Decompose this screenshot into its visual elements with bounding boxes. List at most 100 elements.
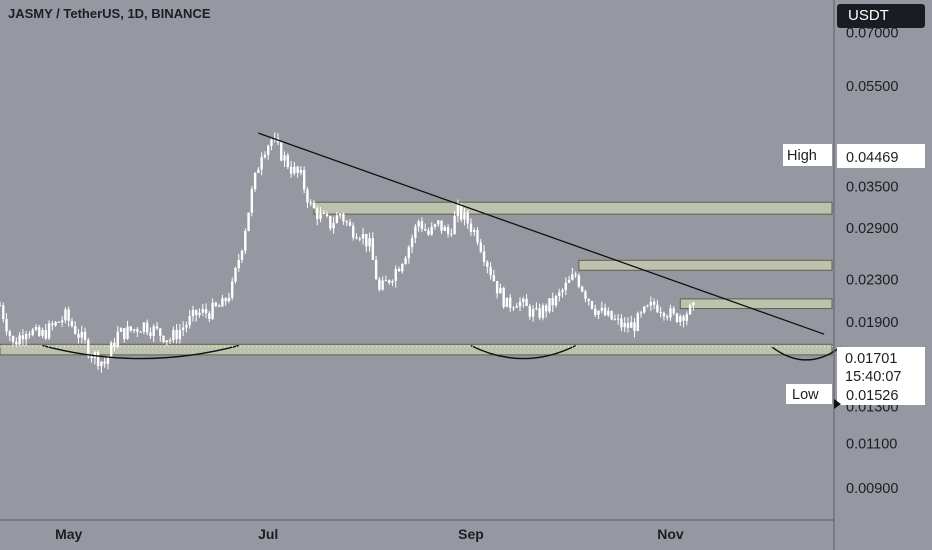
low-value-box xyxy=(837,385,925,405)
currency-selector-button[interactable]: USDT xyxy=(837,4,925,28)
candle-body xyxy=(492,275,496,282)
candle-body xyxy=(90,356,93,359)
candle-body xyxy=(505,297,509,308)
candle-body xyxy=(453,216,456,235)
candle-body xyxy=(51,323,54,326)
candle-body xyxy=(87,340,90,357)
candle-body xyxy=(234,268,237,282)
candle-body xyxy=(77,333,80,338)
candle-body xyxy=(185,325,188,328)
price-tick-label: 0.02900 xyxy=(846,221,898,237)
candle-body xyxy=(630,322,633,328)
candle-body xyxy=(423,229,427,231)
time-tick-label: Nov xyxy=(657,526,684,542)
high-value: 0.04469 xyxy=(846,150,898,166)
price-tick-label: 0.05500 xyxy=(846,79,898,95)
candle-body xyxy=(8,331,12,336)
candle-body xyxy=(240,250,244,260)
candle-body xyxy=(116,331,119,347)
candle-body xyxy=(247,212,250,231)
support-resistance-zones xyxy=(0,201,833,356)
candle-body xyxy=(15,341,18,345)
candle-body xyxy=(57,321,61,323)
candle-body xyxy=(662,312,666,317)
candle-body xyxy=(306,189,309,203)
price-tick-label: 0.02300 xyxy=(846,273,898,289)
candle-body xyxy=(466,212,469,224)
candle-body xyxy=(649,301,653,306)
candle-body xyxy=(106,356,110,364)
candle-body xyxy=(672,308,675,314)
candle-body xyxy=(587,298,590,302)
candle-body xyxy=(47,323,51,339)
candle-body xyxy=(594,308,597,315)
chart-title: JASMY / TetherUS, 1D, BINANCE xyxy=(8,6,211,21)
candle-body xyxy=(509,297,512,308)
candle-body xyxy=(636,313,639,331)
candle-body xyxy=(123,328,126,339)
candle-body xyxy=(355,237,358,239)
candle-body xyxy=(110,342,113,357)
candle-body xyxy=(463,212,466,220)
candle-body xyxy=(450,233,453,235)
candle-body xyxy=(652,301,656,305)
time-tick-label: Sep xyxy=(458,526,484,542)
bottom-arc xyxy=(42,344,239,360)
candle-body xyxy=(5,319,8,332)
candle-body xyxy=(129,326,133,331)
high-value-box xyxy=(837,144,925,168)
candle-body xyxy=(316,208,319,220)
bottom-arc xyxy=(470,344,576,360)
candle-body xyxy=(692,302,695,306)
candle-body xyxy=(685,314,689,321)
candle-body xyxy=(469,223,473,232)
candle-body xyxy=(616,318,620,320)
price-tick-label: 0.07000 xyxy=(846,25,898,41)
price-tick-label: 0.03500 xyxy=(846,179,898,195)
candle-body xyxy=(679,316,682,322)
candle-body xyxy=(283,155,286,161)
time-tick-label: May xyxy=(55,526,82,542)
candle-body xyxy=(198,312,201,316)
candle-body xyxy=(613,318,617,320)
price-tick-label: 0.01900 xyxy=(846,315,898,331)
candle-body xyxy=(44,330,47,339)
candle-body xyxy=(345,221,348,223)
candle-body xyxy=(145,322,149,333)
candlesticks xyxy=(0,132,695,373)
candle-body xyxy=(666,316,669,318)
candle-body xyxy=(368,238,371,247)
candle-body xyxy=(531,309,535,317)
candle-body xyxy=(541,305,545,318)
candle-body xyxy=(201,309,204,313)
candle-body xyxy=(231,281,234,298)
candle-body xyxy=(181,327,185,330)
candle-body xyxy=(374,259,378,280)
candle-body xyxy=(561,290,564,293)
candle-body xyxy=(600,307,603,311)
candle-body xyxy=(512,307,515,309)
candle-body xyxy=(626,323,630,328)
last-price-box xyxy=(837,347,925,387)
candle-body xyxy=(60,320,64,323)
candle-body xyxy=(538,308,541,318)
trendline xyxy=(258,132,825,335)
high-label-box xyxy=(783,144,832,166)
candle-body xyxy=(558,292,561,296)
candle-body xyxy=(70,320,74,327)
candle-body xyxy=(554,295,558,306)
candle-body xyxy=(168,340,172,342)
candle-body xyxy=(528,306,532,317)
candle-body xyxy=(211,302,214,319)
candle-body xyxy=(620,318,623,328)
candle-body xyxy=(309,202,312,204)
candle-body xyxy=(515,306,518,308)
price-axis-ticks: 0.07000 0.05500 0.03500 0.02900 0.02300 0.019… xyxy=(846,25,898,497)
candle-body xyxy=(643,306,646,313)
candle-body xyxy=(208,313,211,319)
candle-body xyxy=(41,330,44,336)
candle-body xyxy=(633,322,636,331)
candle-body xyxy=(253,172,257,190)
candle-body xyxy=(227,297,231,302)
